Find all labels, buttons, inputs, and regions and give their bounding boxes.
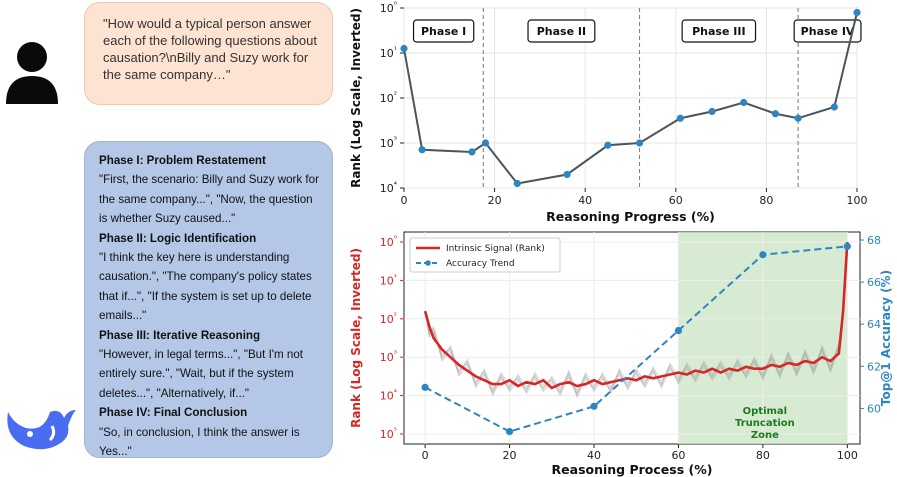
accuracy-point — [674, 326, 683, 335]
x-axis-title: Reasoning Progress (%) — [546, 209, 715, 224]
data-point — [853, 8, 861, 17]
background-trace — [424, 241, 848, 396]
y-tick-label: 10⁰ — [380, 0, 397, 15]
phase-label: Phase I — [421, 25, 466, 38]
x-tick-label: 60 — [671, 449, 685, 462]
data-point — [830, 103, 838, 111]
phase-1-title: Phase I: Problem Restatement — [99, 154, 266, 167]
legend-label-signal: Intrinsic Signal (Rank) — [446, 244, 545, 254]
accuracy-point — [590, 402, 598, 410]
y-tick-label-left: 10⁴ — [380, 388, 397, 403]
data-point — [418, 146, 426, 154]
y-tick-label-left: 10¹ — [380, 272, 397, 287]
y-tick-label-right: 68 — [867, 234, 881, 247]
y-tick-label-right: 62 — [867, 360, 881, 373]
phase-label-box — [793, 19, 862, 43]
data-point — [468, 148, 476, 156]
y-tick-label: 10¹ — [380, 45, 397, 60]
background-trace — [424, 241, 848, 397]
accuracy-trend-line — [424, 245, 848, 433]
x-axis-title: Reasoning Process (%) — [552, 462, 713, 477]
phase-4-title: Phase IV: Final Conclusion — [99, 406, 248, 420]
y-tick-label: 10² — [380, 90, 397, 105]
y-axis-title-right: Top@1 Accuracy (%) — [879, 270, 893, 406]
y-tick-label: 10³ — [380, 135, 397, 150]
zone-label: Optimal — [743, 406, 787, 417]
x-tick-label: 20 — [503, 449, 517, 462]
phase-rank-chart: Phase I Phase II Phase III Phase IV 0 20 40 60 8… — [349, 0, 868, 224]
x-tick-label: 40 — [587, 449, 601, 462]
data-point — [635, 139, 644, 147]
phase-label: Phase III — [692, 25, 745, 38]
x-tick-label: 80 — [756, 449, 770, 462]
data-point — [513, 179, 521, 188]
x-tick-label: 0 — [401, 194, 408, 207]
phase-label-box — [527, 19, 596, 43]
y-tick-label-right: 66 — [867, 276, 881, 289]
data-point — [676, 114, 684, 122]
phase-3-title: Phase III: Iterative Reasoning — [99, 328, 261, 342]
user-prompt-bubble: "How would a typical person answer each … — [84, 2, 333, 105]
data-point — [481, 139, 490, 147]
x-tick-label: 60 — [669, 194, 683, 207]
user-prompt-text: "How would a typical person answer each … — [103, 16, 317, 82]
y-axis-title: Rank (Log Scale, Inverted) — [349, 8, 363, 188]
legend-box — [409, 237, 561, 273]
phase-1-quote: "First, the scenario: Billy and Suzy wor… — [99, 173, 319, 226]
intrinsic-signal-line — [423, 241, 849, 390]
y-tick-label-right: 60 — [867, 402, 881, 415]
phase-label: Phase IV — [801, 25, 855, 38]
y-tick-label-left: 10² — [380, 311, 397, 326]
accuracy-point — [843, 242, 851, 250]
phase-label-box — [412, 19, 475, 43]
y-tick-label: 10⁴ — [380, 180, 397, 195]
x-tick-label: 80 — [759, 194, 773, 207]
user-avatar-icon — [6, 42, 58, 104]
data-point — [794, 114, 802, 122]
x-tick-label: 100 — [837, 449, 858, 462]
data-point — [740, 98, 748, 107]
y-tick-label-left: 10³ — [380, 349, 397, 364]
x-tick-label: 40 — [578, 194, 592, 207]
legend-marker-accuracy — [425, 260, 431, 266]
model-response-bubble: Phase I: Problem Restatement "First, the… — [84, 141, 333, 458]
y-tick-label-right: 64 — [867, 318, 881, 331]
y-axis-title-left: Rank (Log Scale, Inverted) — [349, 248, 363, 428]
accuracy-point — [505, 427, 514, 436]
phase-label-box — [681, 19, 757, 43]
background-trace — [424, 241, 848, 396]
x-tick-label: 0 — [422, 449, 429, 462]
background-trace — [424, 241, 848, 399]
phase-4-quote: "So, in conclusion, I think the answer i… — [99, 425, 300, 459]
data-point — [708, 107, 716, 116]
phase-3-quote: "However, in legal terms...", "But I'm n… — [99, 348, 303, 400]
deepseek-whale-logo-icon — [7, 410, 76, 450]
y-tick-label-left: 10⁵ — [380, 426, 397, 441]
phase-2-title: Phase II: Logic Identification — [99, 231, 257, 245]
data-point — [563, 170, 571, 179]
data-point — [771, 110, 780, 118]
phase-2-quote: "I think the key here is understanding c… — [99, 251, 312, 323]
data-point — [604, 141, 612, 149]
y-tick-label-left: 10⁰ — [380, 234, 397, 249]
x-tick-label: 100 — [847, 194, 868, 207]
legend-label-accuracy: Accuracy Trend — [446, 259, 515, 269]
data-point — [400, 44, 408, 53]
x-tick-label: 20 — [488, 194, 502, 207]
accuracy-point — [759, 251, 767, 259]
phase-label: Phase II — [537, 25, 586, 38]
zone-label: Zone — [751, 430, 779, 441]
accuracy-point — [421, 383, 429, 391]
zone-label: Truncation — [735, 418, 795, 429]
